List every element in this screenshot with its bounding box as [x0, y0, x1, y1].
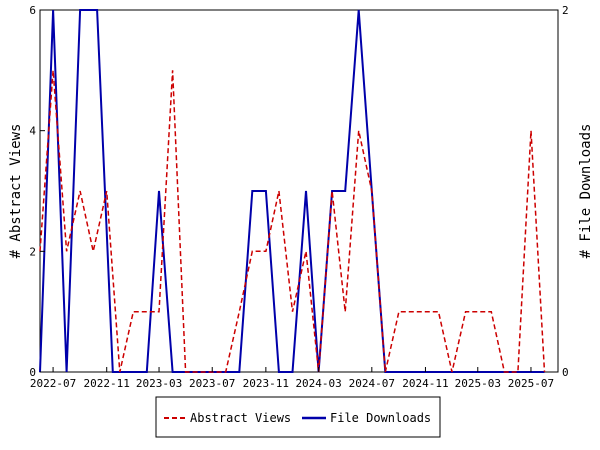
- x-tick-label: 2025-07: [508, 377, 554, 390]
- plot-area: [39, 9, 559, 373]
- legend-label-abstract-views: Abstract Views: [190, 411, 291, 425]
- left-axis: 0 2 4 6: [29, 4, 45, 379]
- y-tick-label: 6: [29, 4, 36, 17]
- y-axis-title: # Abstract Views: [8, 124, 24, 259]
- legend-label-file-downloads: File Downloads: [330, 411, 431, 425]
- x-tick-label: 2023-03: [136, 377, 182, 390]
- x-tick-label: 2023-11: [243, 377, 289, 390]
- y-tick-label: 4: [29, 125, 36, 138]
- x-tick-label: 2023-07: [189, 377, 235, 390]
- y-tick-label: 0: [29, 366, 36, 379]
- x-tick-label: 2022-11: [84, 377, 130, 390]
- series-lines: [39, 9, 546, 373]
- y2-axis-title: # File Downloads: [578, 124, 594, 259]
- x-tick-label: 2022-07: [30, 377, 76, 390]
- x-tick-label: 2024-03: [295, 377, 341, 390]
- y-tick-label: 2: [29, 245, 36, 258]
- legend-box: [155, 396, 441, 438]
- x-axis: 2022-07 2022-11 2023-03 2023-07 2023-11 2024-…: [30, 367, 554, 390]
- x-tick-label: 2025-03: [455, 377, 501, 390]
- y2-tick-label: 0: [562, 366, 569, 379]
- x-tick-label: 2024-07: [349, 377, 395, 390]
- y2-tick-label: 2: [562, 4, 569, 17]
- right-axis: 02: [553, 4, 569, 379]
- x-tick-label: 2024-11: [402, 377, 448, 390]
- legend: Abstract Views File Downloads: [155, 396, 441, 438]
- series-line-abstract-views: [39, 70, 546, 373]
